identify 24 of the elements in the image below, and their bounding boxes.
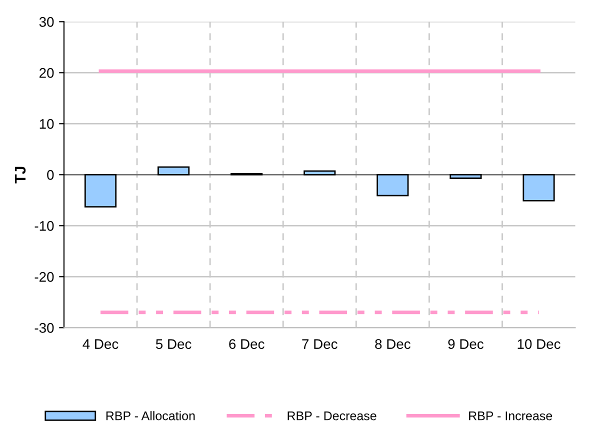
y-tick-label: 30 <box>39 17 54 27</box>
x-tick-label: 4 Dec <box>82 339 118 349</box>
bar <box>84 174 117 208</box>
y-tick-label: -20 <box>34 272 54 282</box>
y-tick-label: 10 <box>40 119 54 129</box>
bar <box>450 174 482 179</box>
x-tick-label: 8 Dec <box>375 339 410 349</box>
legend-label: RBP - Allocation <box>106 411 195 420</box>
x-tick-label: 6 Dec <box>229 339 264 349</box>
y-tick-label: 20 <box>40 68 54 78</box>
bar <box>522 174 555 202</box>
bar <box>304 170 336 176</box>
bar <box>376 174 409 196</box>
x-tick-label: 5 Dec <box>156 339 192 349</box>
y-tick-label: 0 <box>47 170 54 180</box>
legend-label: RBP - Decrease <box>288 412 376 420</box>
legend-label: RBP - Increase <box>469 412 552 420</box>
bar <box>158 166 190 176</box>
x-tick-label: 9 Dec <box>448 339 484 349</box>
y-axis-title: TJ <box>14 166 26 184</box>
y-tick-label: -10 <box>34 221 54 231</box>
x-tick-label: 10 Dec <box>518 339 560 349</box>
x-tick-label: 7 Dec <box>302 339 338 349</box>
y-tick-label: -30 <box>34 323 54 333</box>
